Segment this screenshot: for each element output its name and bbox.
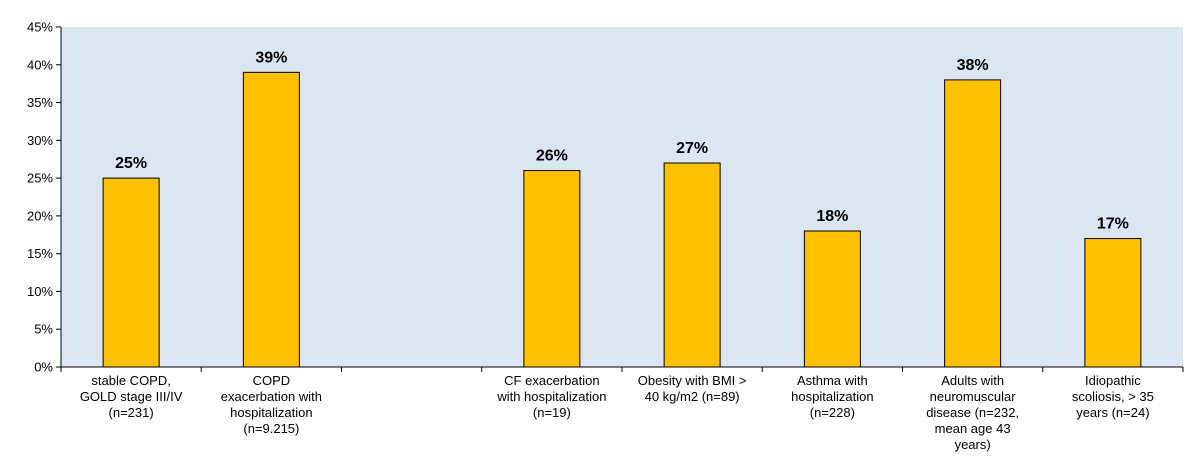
category-label-line: Asthma with (797, 373, 868, 388)
plot-area (61, 27, 1183, 367)
bar-chart: 0% 5% 10% 15% 20% 25% 30% 35% 40% 45% 25% 39% 26% 27… (27, 20, 1184, 452)
y-tick-label: 20% (27, 208, 53, 223)
y-tick-label: 30% (27, 133, 53, 148)
data-label: 38% (957, 57, 989, 74)
y-tick-label: 25% (27, 171, 53, 186)
category-label-line: mean age 43 (935, 421, 1011, 436)
category-label-line: (n=19) (533, 405, 571, 420)
category-label: Asthma with hospitalization (n=228) (791, 373, 873, 420)
category-label-line: Obesity with BMI > (638, 373, 747, 388)
y-tick-label: 10% (27, 284, 53, 299)
category-label-line: neuromuscular (930, 389, 1017, 404)
bar (944, 79, 1002, 368)
bar (102, 177, 160, 368)
category-label-line: scoliosis, > 35 (1072, 389, 1154, 404)
category-label-line: (n=228) (810, 405, 855, 420)
category-label-line: Adults with (941, 373, 1004, 388)
chart-container: 0% 5% 10% 15% 20% 25% 30% 35% 40% 45% 25% 39% 26% 27… (5, 20, 1184, 470)
category-label-line: years) (955, 437, 991, 452)
category-label-line: Idiopathic (1085, 373, 1141, 388)
bar (1084, 238, 1142, 368)
category-label-line: GOLD stage III/IV (80, 389, 183, 404)
category-label-line: stable COPD, (91, 373, 170, 388)
category-label-line: CF exacerbation (504, 373, 599, 388)
category-label-line: 40 kg/m2 (n=89) (645, 389, 740, 404)
data-label: 26% (536, 148, 568, 165)
bar (242, 71, 300, 368)
category-label-line: (n=231) (109, 405, 154, 420)
category-label: Adults with neuromuscular disease (n=232, m… (926, 373, 1019, 452)
data-label: 18% (816, 208, 848, 225)
category-label-line: hospitalization (230, 405, 312, 420)
category-labels: stable COPD, GOLD stage III/IV (n=231) COPD… (60, 367, 1184, 452)
data-label: 17% (1097, 216, 1129, 233)
data-label: 39% (255, 49, 287, 66)
category-label-line: disease (n=232, (926, 405, 1019, 420)
y-tick-label: 45% (27, 20, 53, 35)
category-label: Obesity with BMI >40 kg/m2 (n=89) (638, 373, 747, 404)
bar (523, 170, 581, 368)
data-label: 27% (676, 140, 708, 157)
bar (663, 162, 721, 368)
category-label: COPD exacerbation with hospitalization (n=9… (221, 373, 322, 436)
category-label: stable COPD, GOLD stage III/IV (n=231) (80, 373, 183, 420)
y-tick-label: 15% (27, 246, 53, 261)
bar (803, 230, 861, 368)
y-axis-ticks: 0% 5% 10% 15% 20% 25% 30% 35% 40% 45% (27, 20, 61, 375)
category-label: Idiopathic scoliosis, > 35 years (n=24) (1072, 373, 1154, 420)
y-tick-label: 5% (34, 322, 53, 337)
y-tick-label: 35% (27, 95, 53, 110)
category-label-line: with hospitalization (496, 389, 606, 404)
data-labels: 25% 39% 26% 27% 18% 38% 17% (115, 49, 1129, 232)
category-label-line: hospitalization (791, 389, 873, 404)
category-label-line: years (n=24) (1076, 405, 1149, 420)
category-label: CF exacerbation with hospitalization (n=19… (496, 373, 606, 420)
data-label: 25% (115, 155, 147, 172)
y-tick-label: 40% (27, 57, 53, 72)
category-label-line: COPD (253, 373, 291, 388)
y-tick-label: 0% (34, 360, 53, 375)
category-label-line: (n=9.215) (243, 421, 299, 436)
category-label-line: exacerbation with (221, 389, 322, 404)
